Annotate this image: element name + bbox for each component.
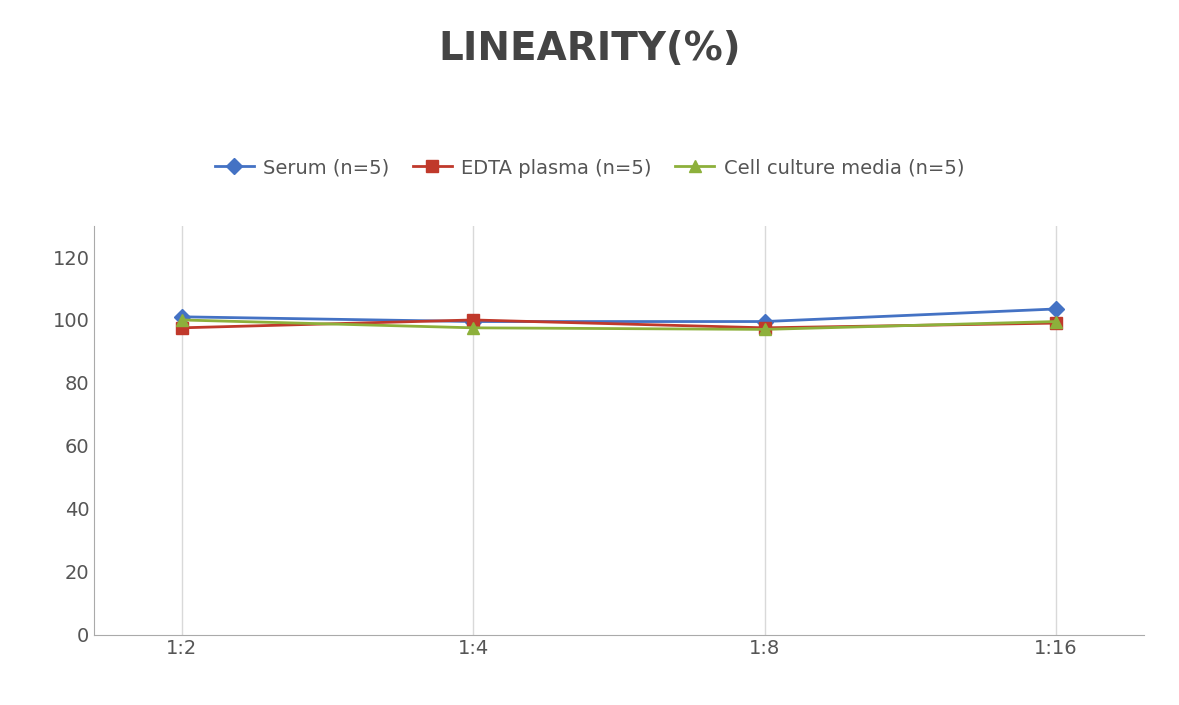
Text: LINEARITY(%): LINEARITY(%) xyxy=(439,30,740,68)
EDTA plasma (n=5) xyxy=(466,316,480,324)
Serum (n=5) xyxy=(174,312,189,321)
Line: EDTA plasma (n=5): EDTA plasma (n=5) xyxy=(176,314,1062,333)
Line: Cell culture media (n=5): Cell culture media (n=5) xyxy=(176,314,1062,335)
Cell culture media (n=5) xyxy=(758,325,772,333)
Legend: Serum (n=5), EDTA plasma (n=5), Cell culture media (n=5): Serum (n=5), EDTA plasma (n=5), Cell cul… xyxy=(206,151,973,185)
EDTA plasma (n=5) xyxy=(758,324,772,332)
Serum (n=5) xyxy=(758,317,772,326)
Line: Serum (n=5): Serum (n=5) xyxy=(176,303,1062,327)
Cell culture media (n=5) xyxy=(1049,317,1063,326)
Serum (n=5) xyxy=(466,317,480,326)
Cell culture media (n=5) xyxy=(466,324,480,332)
Cell culture media (n=5) xyxy=(174,316,189,324)
EDTA plasma (n=5) xyxy=(174,324,189,332)
EDTA plasma (n=5) xyxy=(1049,319,1063,327)
Serum (n=5) xyxy=(1049,305,1063,313)
